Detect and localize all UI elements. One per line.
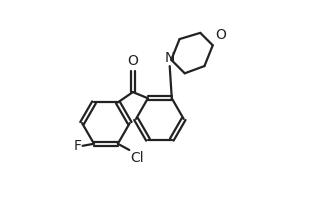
Text: O: O (215, 28, 226, 42)
Text: N: N (165, 51, 175, 65)
Text: Cl: Cl (130, 151, 144, 165)
Text: O: O (128, 54, 138, 68)
Text: F: F (73, 139, 82, 153)
